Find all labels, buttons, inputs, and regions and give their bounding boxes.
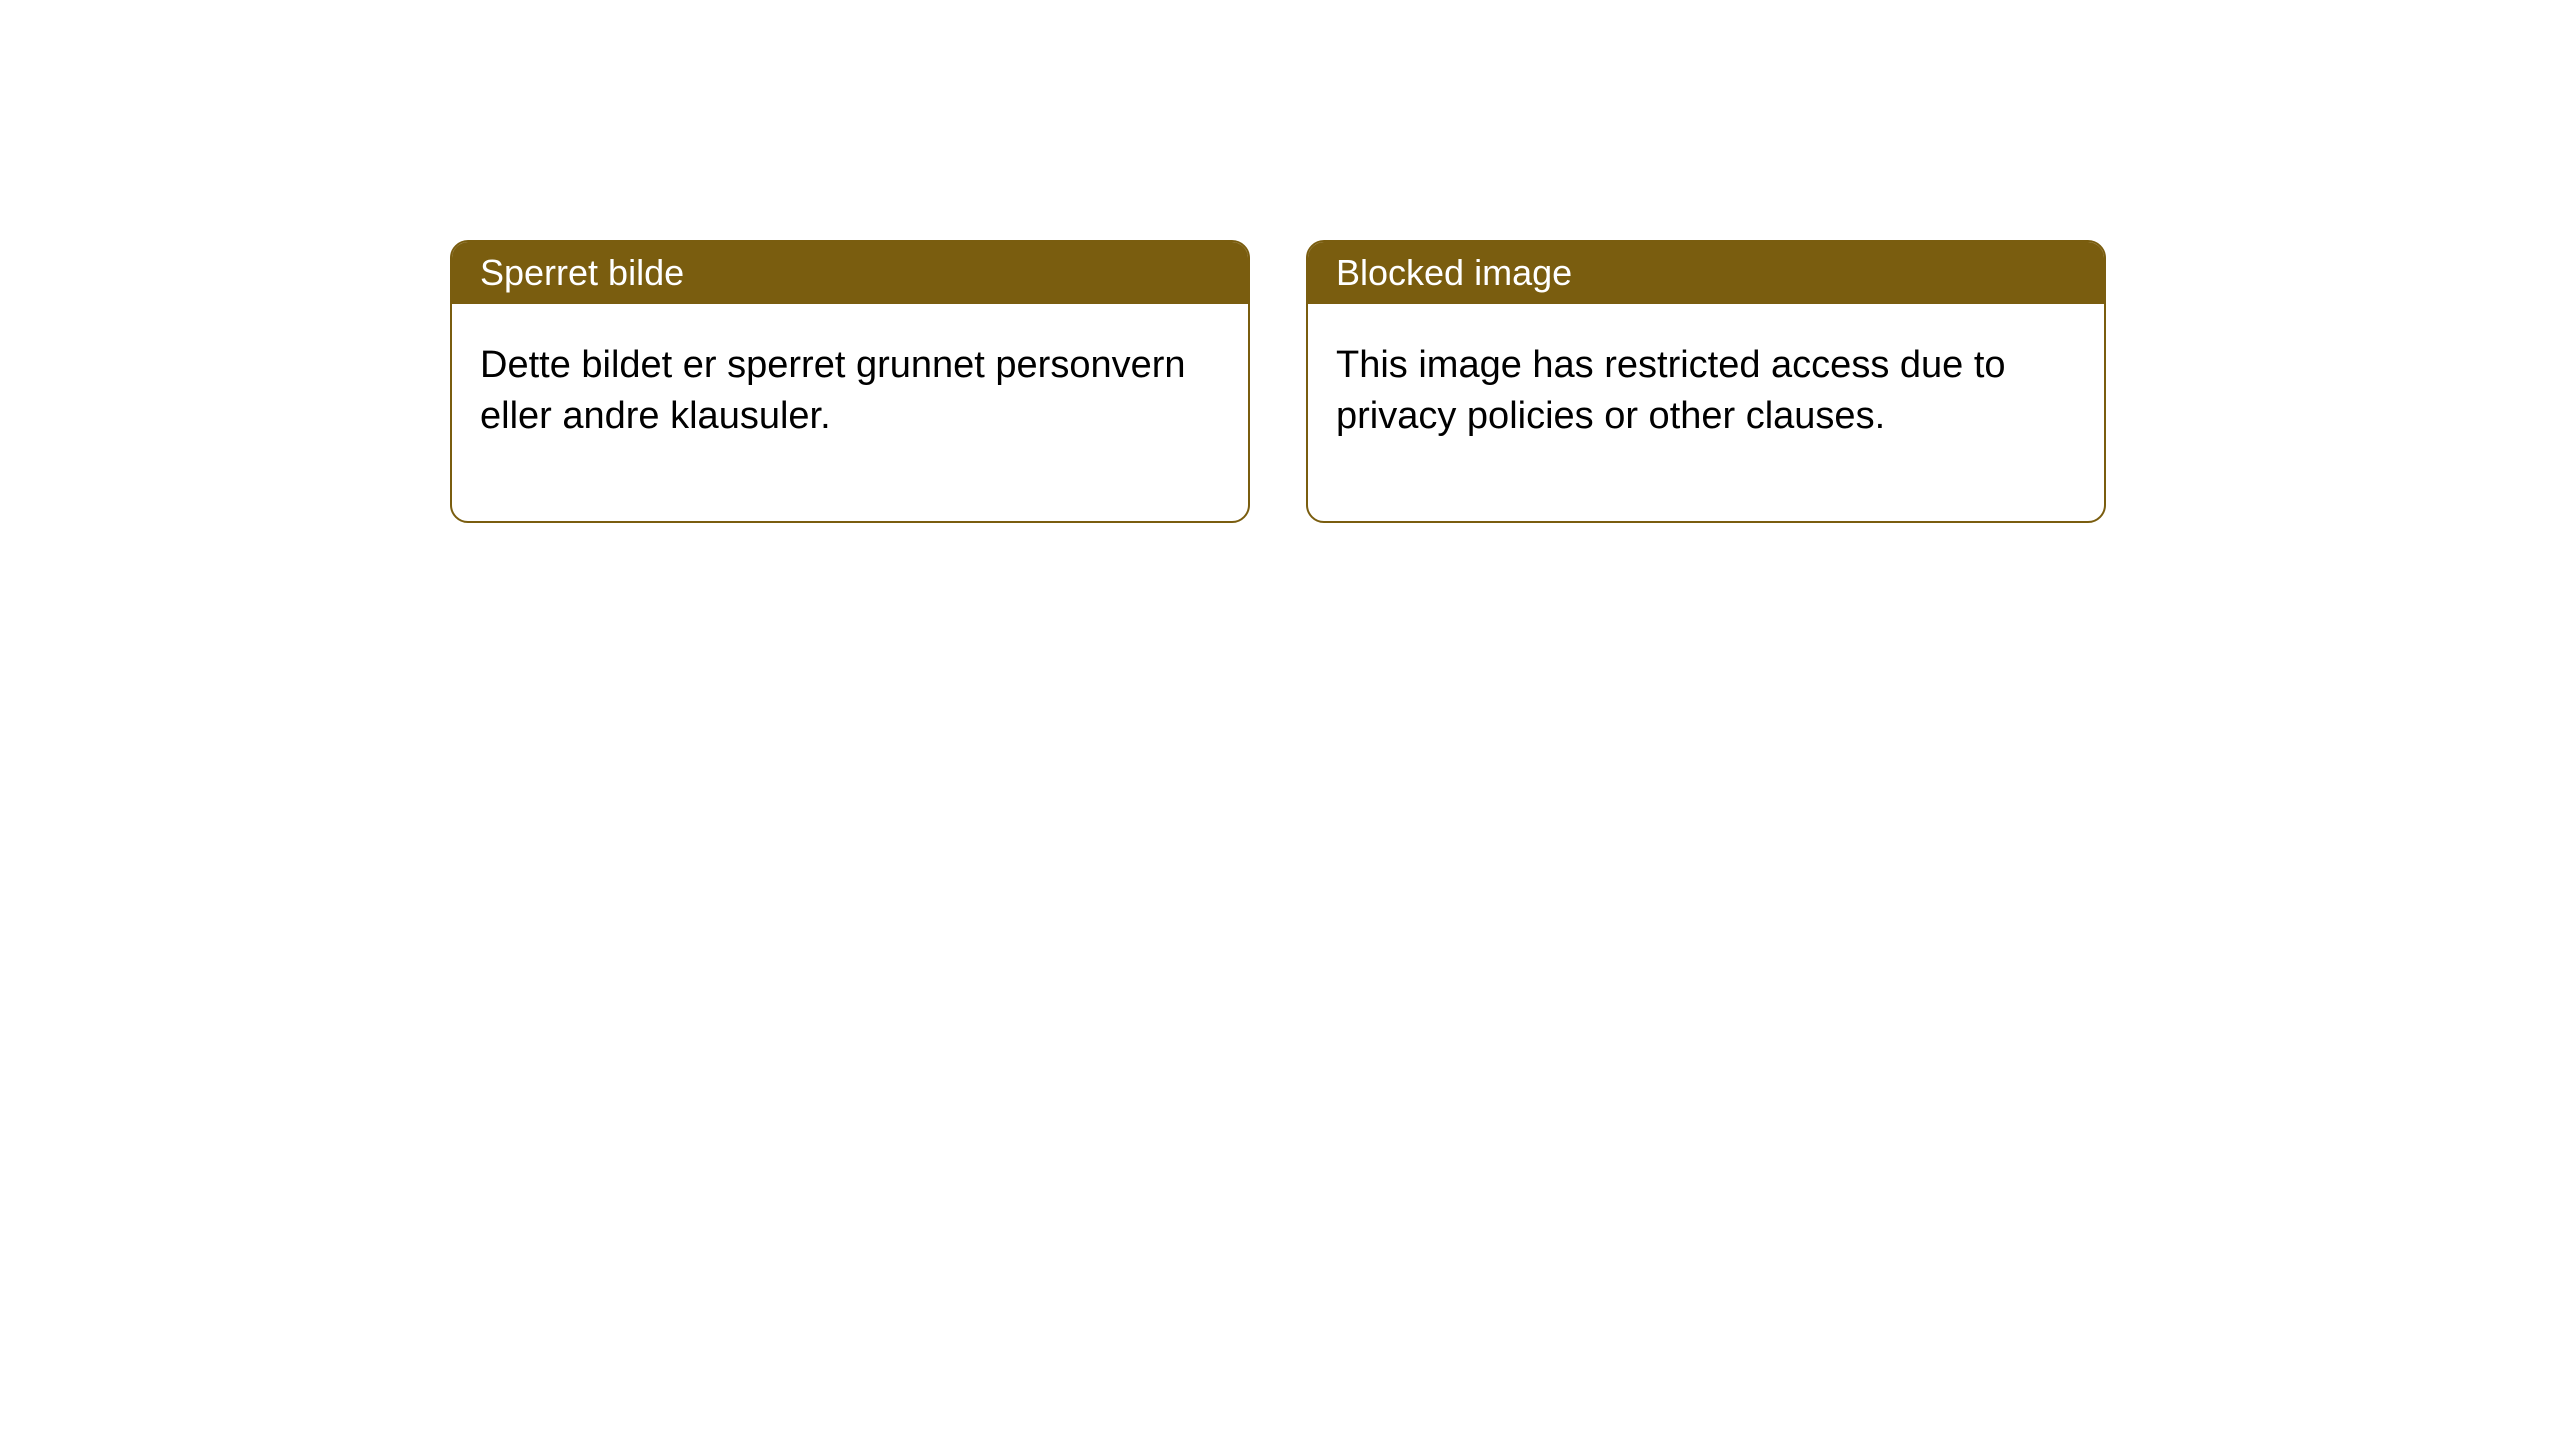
notice-header-english: Blocked image bbox=[1308, 242, 2104, 304]
notice-body-english: This image has restricted access due to … bbox=[1308, 304, 2104, 521]
notice-message-english: This image has restricted access due to … bbox=[1336, 344, 2006, 437]
notice-card-english: Blocked image This image has restricted … bbox=[1306, 240, 2106, 523]
notice-card-norwegian: Sperret bilde Dette bildet er sperret gr… bbox=[450, 240, 1250, 523]
notice-body-norwegian: Dette bildet er sperret grunnet personve… bbox=[452, 304, 1248, 521]
notice-title-norwegian: Sperret bilde bbox=[480, 252, 684, 293]
notice-header-norwegian: Sperret bilde bbox=[452, 242, 1248, 304]
notice-message-norwegian: Dette bildet er sperret grunnet personve… bbox=[480, 344, 1186, 437]
notice-title-english: Blocked image bbox=[1336, 252, 1572, 293]
notice-container: Sperret bilde Dette bildet er sperret gr… bbox=[0, 0, 2560, 523]
